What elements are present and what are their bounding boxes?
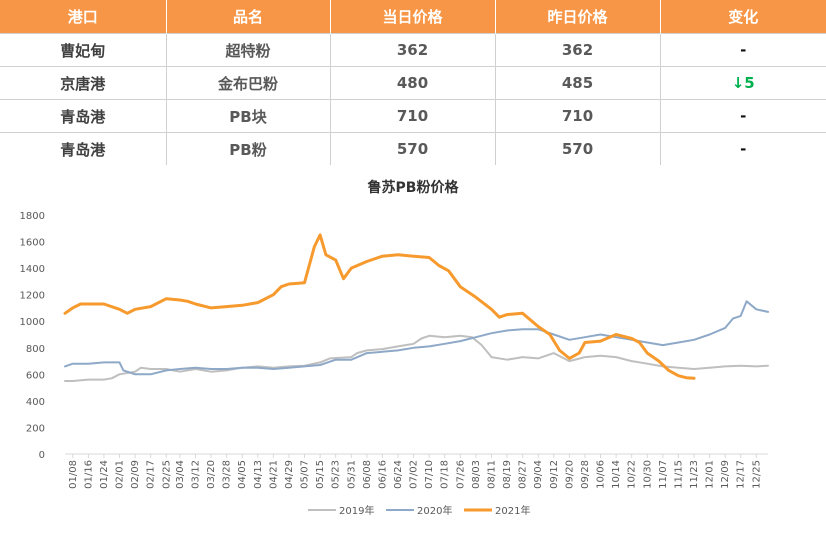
cell-port: 青岛港	[0, 132, 167, 165]
y-tick-label: 1400	[20, 264, 45, 275]
y-tick-label: 400	[26, 397, 45, 408]
cell-yesterday-price: 570	[495, 132, 661, 165]
cell-change: -	[660, 33, 826, 67]
cell-product: PB粉	[166, 132, 331, 165]
cell-today-price: 710	[330, 99, 496, 133]
x-tick-label: 04/13	[253, 460, 264, 489]
cell-today-price: 570	[330, 132, 496, 165]
x-tick-label: 12/01	[705, 460, 716, 489]
table-row: 青岛港 PB粉 570 570 -	[0, 132, 826, 165]
x-tick-label: 06/08	[362, 460, 373, 489]
x-tick-label: 08/11	[486, 460, 497, 489]
x-tick-label: 05/31	[346, 460, 357, 489]
x-tick-label: 12/17	[736, 460, 747, 489]
table-row: 京唐港 金布巴粉 480 485 ↓5	[0, 66, 826, 100]
x-tick-label: 05/23	[331, 460, 342, 489]
x-tick-label: 07/18	[440, 460, 451, 489]
x-tick-label: 09/12	[549, 460, 560, 489]
x-tick-label: 09/28	[580, 460, 591, 489]
y-tick-label: 1600	[20, 238, 45, 249]
line-chart-svg: 鲁苏PB粉价格 0 200 400 600 800 1000 1200 1400 1600 180…	[20, 179, 769, 517]
chart-legend: 2019年 2020年 2021年	[308, 504, 530, 517]
y-tick-label: 1200	[20, 291, 45, 302]
x-tick-label: 03/28	[222, 460, 233, 489]
legend-label: 2021年	[495, 504, 530, 517]
x-tick-label: 01/08	[68, 460, 79, 489]
x-tick-label: 04/29	[284, 460, 295, 489]
x-tick-label: 01/24	[99, 460, 110, 489]
x-tick-label: 02/25	[161, 460, 172, 489]
x-tick-label: 07/10	[424, 460, 435, 489]
x-tick-label: 11/23	[689, 460, 700, 489]
price-table: 港口 品名 当日价格 昨日价格 变化 曹妃甸 超特粉 362 362 - 京唐港…	[0, 0, 826, 165]
cell-yesterday-price: 710	[495, 99, 661, 133]
header-change: 变化	[660, 0, 826, 34]
cell-port: 青岛港	[0, 99, 167, 133]
x-tick-label: 03/20	[206, 460, 217, 489]
x-tick-label: 09/04	[533, 460, 544, 489]
x-tick-label: 11/15	[673, 460, 684, 489]
y-tick-label: 800	[26, 344, 45, 355]
cell-port: 曹妃甸	[0, 33, 167, 67]
x-tick-label: 08/19	[502, 460, 513, 489]
x-tick-label: 06/16	[377, 460, 388, 489]
y-tick-label: 1000	[20, 317, 45, 328]
x-tick-label: 07/02	[409, 460, 420, 489]
series-line-2021年	[63, 233, 696, 380]
header-today-price: 当日价格	[330, 0, 496, 34]
y-axis: 0 200 400 600 800 1000 1200 1400 1600 1800	[20, 211, 45, 461]
x-tick-label: 07/26	[455, 460, 466, 489]
x-tick-label: 09/20	[564, 460, 575, 489]
cell-change: ↓5	[660, 66, 826, 100]
x-tick-label: 12/25	[751, 460, 762, 489]
x-tick-label: 11/07	[658, 460, 669, 489]
series-line-2019年	[64, 334, 769, 382]
x-tick-label: 02/01	[115, 460, 126, 489]
x-tick-label: 04/05	[237, 460, 248, 489]
x-tick-label: 08/27	[518, 460, 529, 489]
x-tick-label: 06/24	[393, 460, 404, 489]
x-tick-label: 08/03	[471, 460, 482, 489]
cell-change: -	[660, 132, 826, 165]
x-tick-label: 10/06	[596, 460, 607, 489]
x-tick-label: 04/21	[268, 460, 279, 489]
series-line-2020年	[64, 300, 769, 376]
x-tick-label: 03/12	[190, 460, 201, 489]
cell-change: -	[660, 99, 826, 133]
table-row: 曹妃甸 超特粉 362 362 -	[0, 33, 826, 67]
cell-product: 金布巴粉	[166, 66, 331, 100]
y-tick-label: 1800	[20, 211, 45, 222]
cell-today-price: 362	[330, 33, 496, 67]
table-row: 青岛港 PB块 710 710 -	[0, 99, 826, 133]
x-tick-label: 10/14	[611, 460, 622, 489]
x-axis: 01/08 01/16 01/24 02/01 02/09 02/17 02/25 03/04…	[65, 453, 768, 489]
x-tick-label: 05/15	[315, 460, 326, 489]
cell-yesterday-price: 485	[495, 66, 661, 100]
y-tick-label: 200	[26, 423, 45, 434]
cell-yesterday-price: 362	[495, 33, 661, 67]
x-tick-label: 01/16	[83, 460, 94, 489]
x-tick-label: 02/09	[130, 460, 141, 489]
series-layer	[63, 233, 769, 382]
chart-title: 鲁苏PB粉价格	[367, 179, 460, 196]
cell-today-price: 480	[330, 66, 496, 100]
legend-label: 2020年	[417, 504, 452, 517]
cell-port: 京唐港	[0, 66, 167, 100]
y-tick-label: 0	[39, 450, 45, 461]
y-tick-label: 600	[26, 370, 45, 381]
header-product: 品名	[166, 0, 331, 34]
x-tick-label: 12/09	[720, 460, 731, 489]
price-chart: 鲁苏PB粉价格 0 200 400 600 800 1000 1200 1400 1600 180…	[0, 167, 826, 529]
x-tick-label: 05/07	[300, 460, 311, 489]
cell-product: PB块	[166, 99, 331, 133]
header-port: 港口	[0, 0, 167, 34]
legend-label: 2019年	[339, 504, 374, 517]
cell-product: 超特粉	[166, 33, 331, 67]
x-tick-label: 03/04	[175, 460, 186, 489]
x-tick-label: 10/30	[642, 460, 653, 489]
x-tick-label: 02/17	[146, 460, 157, 489]
table-header-row: 港口 品名 当日价格 昨日价格 变化	[0, 0, 826, 34]
x-tick-label: 10/22	[627, 460, 638, 489]
header-yesterday-price: 昨日价格	[495, 0, 661, 34]
